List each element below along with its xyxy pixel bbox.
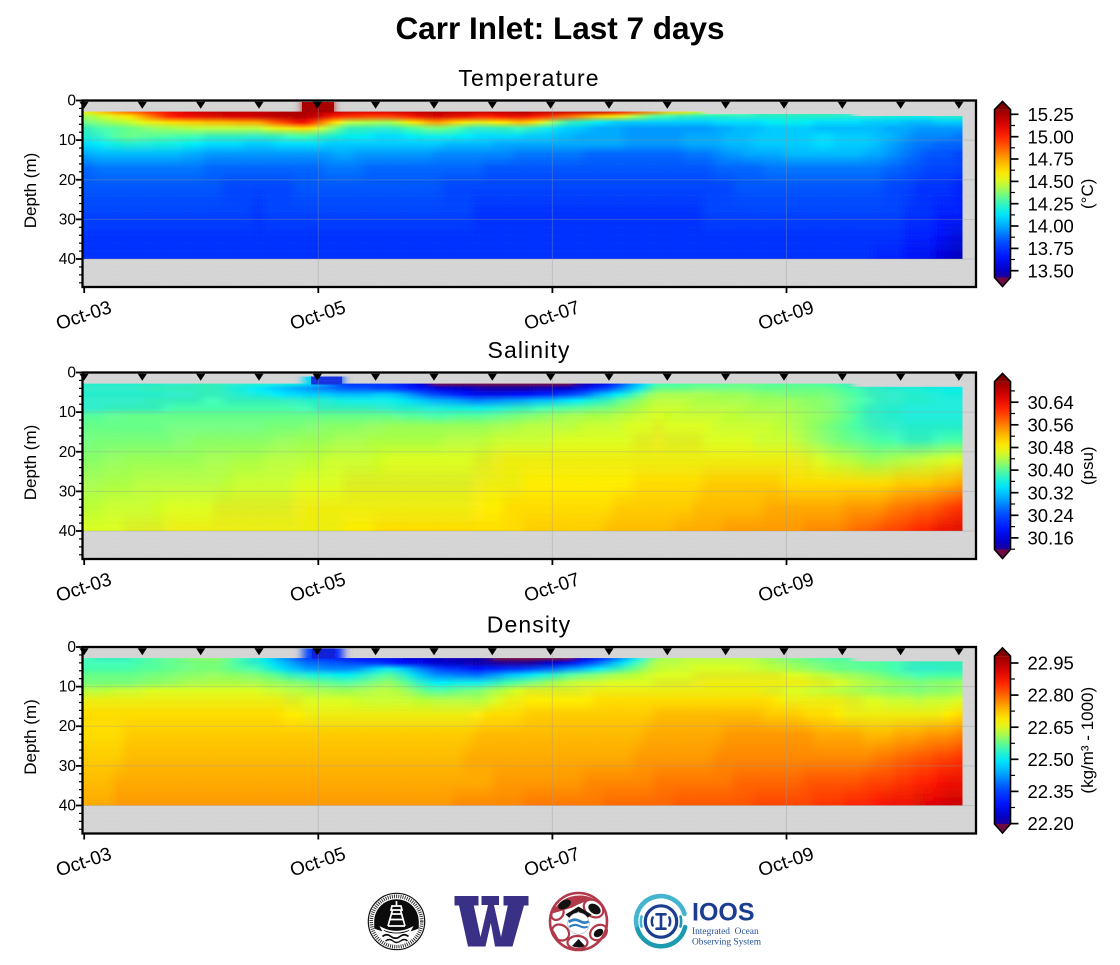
svg-text:Observing System: Observing System [692, 938, 762, 948]
svg-text:30.48: 30.48 [1028, 437, 1074, 458]
svg-text:(kg/m³ - 1000): (kg/m³ - 1000) [1078, 687, 1097, 794]
svg-text:20: 20 [59, 172, 77, 189]
svg-text:30: 30 [59, 483, 77, 500]
svg-text:Depth (m): Depth (m) [21, 425, 40, 501]
svg-text:40: 40 [59, 523, 77, 540]
svg-text:30: 30 [59, 211, 77, 228]
svg-text:Integrated Ocean: Integrated Ocean [692, 927, 759, 937]
svg-text:(°C): (°C) [1078, 179, 1097, 209]
svg-text:13.75: 13.75 [1028, 238, 1074, 259]
svg-text:0: 0 [67, 365, 76, 382]
svg-text:10: 10 [59, 679, 77, 696]
svg-text:22.80: 22.80 [1028, 685, 1074, 706]
svg-text:IOOS: IOOS [692, 899, 755, 927]
svg-text:40: 40 [59, 798, 77, 815]
svg-text:30.56: 30.56 [1028, 414, 1074, 435]
svg-text:22.20: 22.20 [1028, 813, 1074, 834]
svg-text:10: 10 [59, 404, 77, 421]
svg-text:15.25: 15.25 [1028, 104, 1074, 125]
svg-text:40: 40 [59, 251, 77, 268]
svg-text:30.64: 30.64 [1028, 392, 1074, 413]
svg-text:22.50: 22.50 [1028, 749, 1074, 770]
svg-text:Temperature: Temperature [458, 65, 599, 91]
svg-text:0: 0 [67, 639, 76, 656]
svg-text:Depth (m): Depth (m) [21, 699, 40, 775]
svg-text:Depth (m): Depth (m) [21, 153, 40, 229]
svg-text:22.65: 22.65 [1028, 717, 1074, 738]
svg-text:20: 20 [59, 444, 77, 461]
svg-text:0: 0 [67, 93, 76, 110]
svg-text:22.35: 22.35 [1028, 781, 1074, 802]
svg-text:14.50: 14.50 [1028, 171, 1074, 192]
svg-text:15.00: 15.00 [1028, 126, 1074, 147]
svg-text:13.50: 13.50 [1028, 260, 1074, 281]
svg-text:14.25: 14.25 [1028, 193, 1074, 214]
svg-text:30.24: 30.24 [1028, 505, 1074, 526]
svg-text:(psu): (psu) [1078, 446, 1097, 485]
svg-text:Carr Inlet: Last 7 days: Carr Inlet: Last 7 days [395, 10, 724, 46]
svg-text:30: 30 [59, 758, 77, 775]
svg-text:22.95: 22.95 [1028, 653, 1074, 674]
svg-text:30.40: 30.40 [1028, 460, 1074, 481]
svg-text:30.32: 30.32 [1028, 482, 1074, 503]
svg-text:Density: Density [487, 612, 571, 638]
svg-text:14.00: 14.00 [1028, 216, 1074, 237]
svg-text:14.75: 14.75 [1028, 149, 1074, 170]
svg-text:Salinity: Salinity [488, 337, 571, 363]
svg-text:10: 10 [59, 132, 77, 149]
svg-text:30.16: 30.16 [1028, 528, 1074, 549]
svg-text:20: 20 [59, 718, 77, 735]
